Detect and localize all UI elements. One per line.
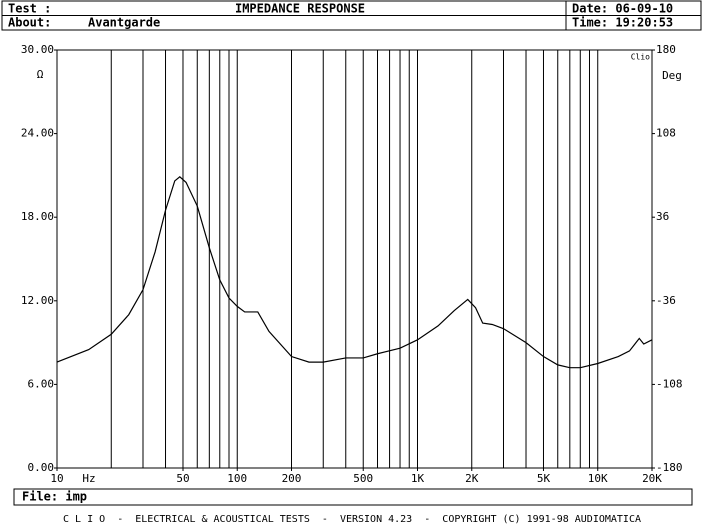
y2-tick-label: -36 bbox=[656, 294, 676, 307]
x-tick-label: 500 bbox=[353, 472, 373, 485]
impedance-curve bbox=[56, 176, 653, 369]
clio-tag: Clio bbox=[631, 53, 650, 62]
x-tick-label: 10 bbox=[50, 472, 63, 485]
about-label: About: bbox=[8, 16, 51, 30]
x-tick-label: 1K bbox=[411, 472, 425, 485]
y2-tick-label: 36 bbox=[656, 210, 669, 223]
x-tick-label: 5K bbox=[537, 472, 551, 485]
x-tick-label: 200 bbox=[282, 472, 302, 485]
about: Avantgarde bbox=[88, 16, 160, 30]
x-tick-label: 50 bbox=[176, 472, 189, 485]
y2-tick-label: -108 bbox=[656, 377, 683, 390]
y2-axis-label: Deg bbox=[662, 69, 682, 82]
header-title: IMPEDANCE RESPONSE bbox=[235, 2, 365, 16]
file: File: imp bbox=[22, 490, 87, 504]
y2-tick-label: 108 bbox=[656, 127, 676, 140]
y-tick-label: 12.00 bbox=[21, 294, 54, 307]
y-tick-label: 24.00 bbox=[21, 127, 54, 140]
x-tick-label: 2K bbox=[465, 472, 479, 485]
y2-tick-label: -180 bbox=[656, 461, 683, 474]
y-axis-label: Ω bbox=[37, 68, 44, 81]
time: Time: 19:20:53 bbox=[572, 16, 673, 30]
y-tick-label: 0.00 bbox=[28, 461, 55, 474]
y-tick-label: 6.00 bbox=[28, 377, 55, 390]
banner: C L I O - ELECTRICAL & ACOUSTICAL TESTS … bbox=[63, 514, 641, 525]
test-label: Test : bbox=[8, 2, 51, 16]
x-tick-label: 20K bbox=[642, 472, 662, 485]
x-tick-label: 10K bbox=[588, 472, 608, 485]
x-unit: Hz bbox=[82, 472, 95, 485]
plot-frame bbox=[56, 49, 653, 469]
y-tick-label: 18.00 bbox=[21, 210, 54, 223]
x-tick-label: 100 bbox=[227, 472, 247, 485]
file-box bbox=[13, 488, 693, 506]
y2-tick-label: 180 bbox=[656, 43, 676, 56]
date: Date: 06-09-10 bbox=[572, 2, 673, 16]
y-tick-label: 30.00 bbox=[21, 43, 54, 56]
